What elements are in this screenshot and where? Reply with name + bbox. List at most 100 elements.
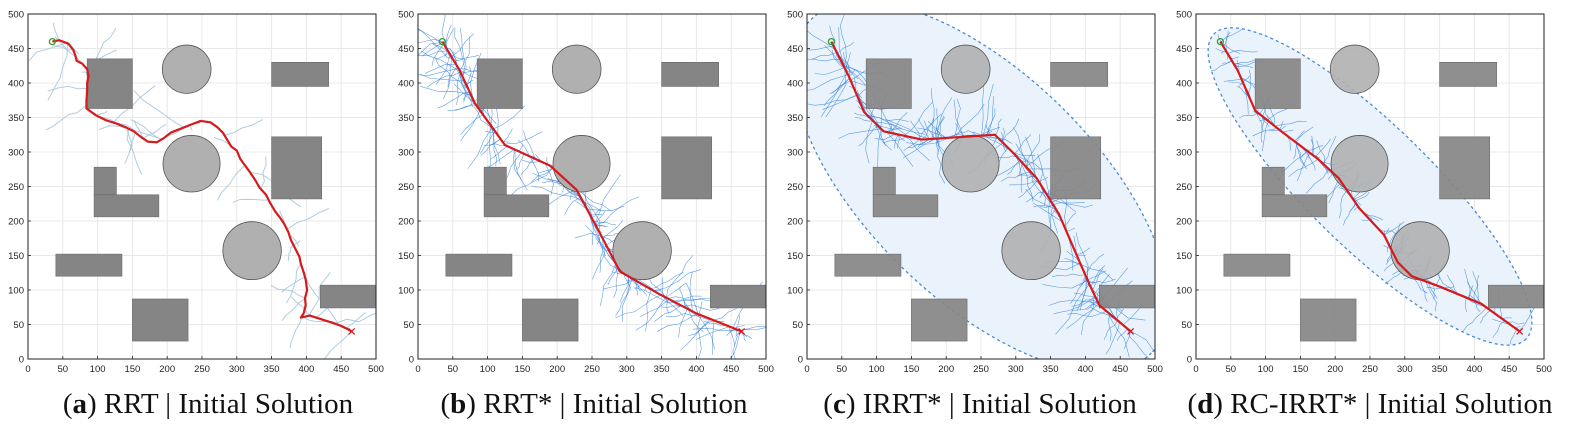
tree-branch [454,55,479,62]
solution-path [1219,41,1521,333]
y-tick-label: 500 [787,9,803,20]
panel-d: 0 50 100 150 200 250 300 350 400 450 500 0 50 100 150 2… [1176,9,1552,375]
x-tick-label: 450 [333,364,349,375]
tree-branch [588,211,604,250]
tree-branch [1025,191,1046,203]
tree-branch [270,284,306,299]
tree-branch [1427,282,1438,299]
tree-branch [874,121,913,140]
tree-branch [822,95,858,110]
tree-branch [1081,294,1095,335]
obstacle-rect [911,298,968,342]
tree-branch [1041,171,1051,201]
tree-branch [824,45,846,69]
tree-branch [858,125,879,147]
tree-branch [467,127,493,169]
tree-branch [1007,160,1021,175]
obstacle-rect [132,298,189,342]
tree-branch [1507,321,1525,325]
tree-branch [954,98,961,138]
obstacle-rect [872,166,896,196]
tree-branch [934,97,953,139]
tree-branch [575,201,587,209]
tree-branch [839,14,847,68]
y-tick-label: 300 [398,147,414,158]
tree-branch [514,149,522,181]
y-tick-label: 250 [8,182,24,193]
x-tick-label: 50 [1226,364,1237,375]
tree-branch [480,130,496,154]
start-marker [827,37,836,46]
y-tick-label: 500 [1176,9,1192,20]
tree-branch [1013,127,1028,168]
tree-branch [825,67,847,118]
tree-branch [285,263,302,304]
tree-branch [1473,275,1480,301]
tree-branch [820,72,848,117]
y-tick-label: 150 [398,251,414,262]
tree-branch [1001,118,1020,143]
tree-branch [96,110,108,117]
y-tick-label: 500 [398,9,414,20]
tree-branch [1018,180,1039,199]
tree-branch [1080,263,1114,281]
y-tick-label: 450 [787,44,803,55]
tree-branch [447,105,477,111]
tree-branch [287,244,294,261]
tree-branch [490,138,501,146]
obstacle-circle [940,44,991,94]
tree-branch [420,50,461,72]
obstacle-circle [1390,221,1450,281]
x-tick-label: 0 [804,364,809,375]
tree-branch [441,14,447,49]
x-tick-label: 200 [1327,364,1343,375]
tree-branch [1014,134,1032,155]
tree-branch [633,287,676,304]
obstacle-rect [93,194,160,218]
obstacle-circle [161,44,212,94]
tree-branch [954,103,985,138]
caption-b: (b) RRT* | Initial Solution [440,388,748,420]
tree-branch [829,25,843,64]
tree-branch [595,225,608,228]
tree-branch [1052,202,1094,208]
x-tick-label: 0 [25,364,30,375]
y-tick-label: 100 [398,285,414,296]
panel-c: 0 50 100 150 200 250 300 350 400 450 500 0 50 100 150 2… [787,9,1163,375]
obstacle-rect [55,253,123,277]
obstacle-rect [1300,298,1357,342]
tree-branch [459,27,467,77]
tree-branch [142,123,167,139]
tree-branch [1107,311,1130,358]
tree-branch [1509,329,1518,345]
obstacle-circle [552,135,611,193]
tree-branch [838,27,846,70]
tree-branch [889,112,908,133]
tree-branch [894,134,899,149]
y-tick-label: 200 [787,216,803,227]
tree-branch [662,277,665,297]
tree-branch [1412,276,1428,294]
tree-branch [1070,276,1087,304]
x-tick-label: 400 [298,364,314,375]
tree-branch [921,118,934,140]
tree-branch [513,149,528,191]
tree-branch [1025,188,1057,211]
tree-branch [599,263,616,307]
tree-branch [260,156,267,190]
tree-branch [903,138,920,151]
tree-branch [517,139,531,157]
tree-branch [865,120,873,164]
y-tick-label: 150 [8,251,24,262]
tree-branch [685,282,699,315]
tree-branch [1361,219,1370,221]
y-tick-label: 0 [1187,354,1192,365]
y-tick-label: 350 [1176,113,1192,124]
x-tick-label: 150 [124,364,140,375]
obstacle-rect [483,194,550,218]
tree-branch [682,304,720,311]
x-tick-label: 50 [58,364,69,375]
tree-branch [466,79,474,85]
tree-branch [811,58,841,62]
y-tick-label: 450 [398,44,414,55]
